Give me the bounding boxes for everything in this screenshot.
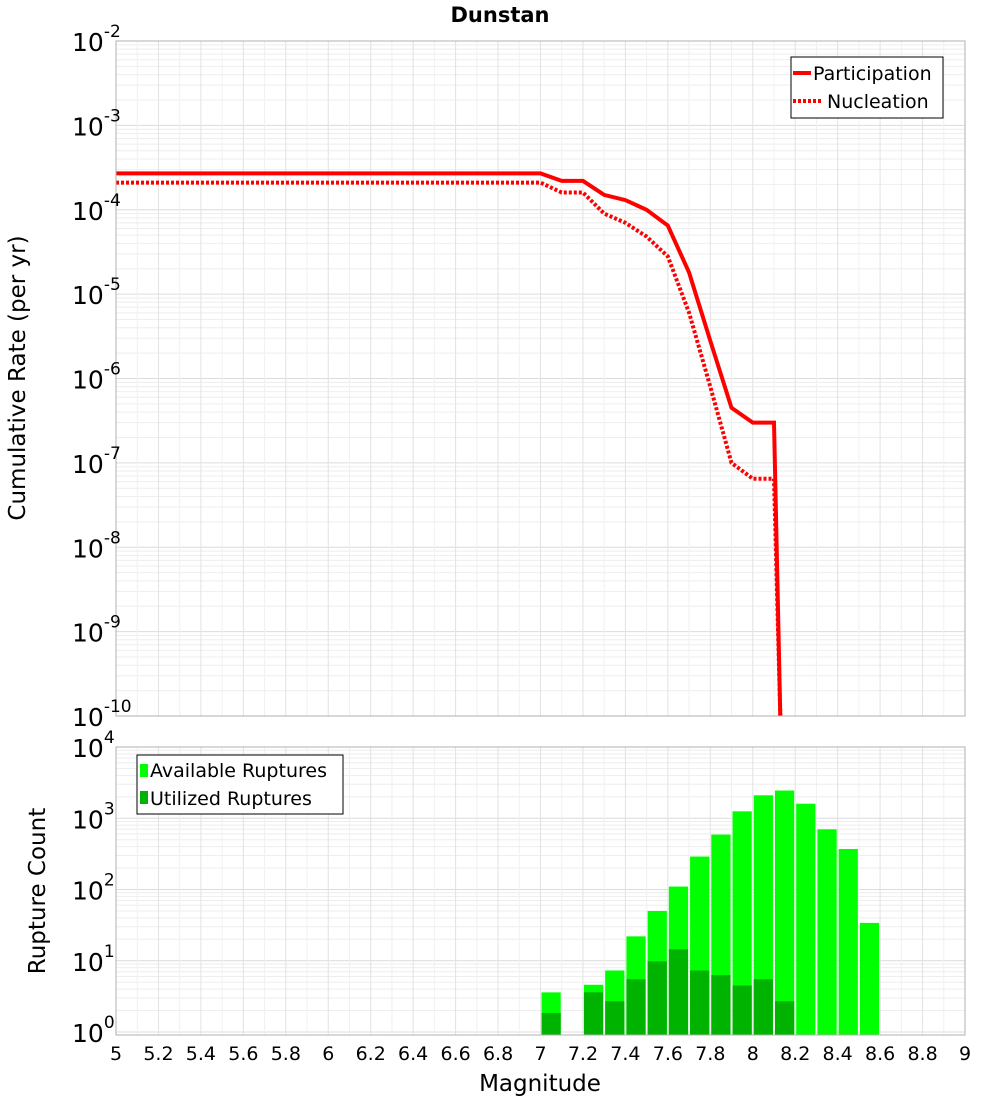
top-y-ticks: 10-10 10-9 10-8 10-7 10-6 10-5 10-4 10-3 10-2 — [72, 22, 132, 732]
x-tick-label: 7.2 — [568, 1043, 598, 1065]
legend-available-label: Available Ruptures — [150, 760, 327, 782]
x-tick-label: 7.6 — [653, 1043, 683, 1065]
chart-title: Dunstan — [451, 3, 550, 27]
x-tick-label: 6.2 — [356, 1043, 386, 1065]
x-axis-title: Magnitude — [479, 1071, 601, 1097]
legend-utilized-label: Utilized Ruptures — [150, 788, 312, 810]
x-ticks: 5 5.2 5.4 5.6 5.8 6 6.2 6.4 6.6 6.8 7 7.2 7.4 7.6 7.8 8… — [110, 1043, 971, 1065]
bar-utilized — [647, 961, 667, 1035]
bar-utilized — [774, 1001, 795, 1035]
bar-utilized — [541, 1012, 561, 1035]
bar-utilized — [711, 975, 731, 1035]
bar-available — [796, 803, 816, 1035]
bottom-y-tick-label: 104 — [72, 728, 115, 763]
legend-nucleation-label: Nucleation — [827, 91, 929, 113]
top-y-tick-label: 10-9 — [72, 613, 121, 648]
bar-utilized — [626, 979, 646, 1035]
legend-utilized-swatch — [140, 791, 148, 804]
top-y-axis-title: Cumulative Rate (per yr) — [5, 235, 31, 520]
x-tick-label: 5.2 — [143, 1043, 173, 1065]
legend-participation-label: Participation — [813, 63, 932, 85]
x-tick-label: 8.8 — [907, 1043, 937, 1065]
top-y-tick-label: 10-10 — [72, 697, 132, 732]
top-y-tick-label: 10-8 — [72, 528, 121, 563]
bar-available — [817, 829, 837, 1035]
x-tick-label: 7.4 — [610, 1043, 640, 1065]
bar-available — [859, 922, 880, 1035]
x-tick-label: 8.2 — [780, 1043, 810, 1065]
bottom-y-axis-title: Rupture Count — [25, 808, 51, 974]
bar-utilized — [690, 970, 710, 1035]
x-tick-label: 7.8 — [695, 1043, 725, 1065]
top-legend-box — [790, 56, 944, 119]
x-tick-label: 5.4 — [186, 1043, 216, 1065]
top-legend: Participation Nucleation — [790, 56, 944, 119]
bottom-plot-border — [115, 746, 966, 1036]
series-line-participation — [116, 171, 783, 717]
top-y-tick-label: 10-2 — [72, 22, 121, 57]
bottom-y-tick-label: 100 — [72, 1013, 115, 1048]
legend-available-swatch — [140, 764, 148, 777]
x-tick-label: 5.8 — [271, 1043, 301, 1065]
x-tick-label: 7 — [534, 1043, 546, 1065]
bottom-y-tick-label: 101 — [72, 942, 115, 977]
bar-available — [774, 790, 795, 1035]
bar-available — [753, 795, 773, 1035]
bottom-y-ticks: 100 101 102 103 104 — [72, 728, 115, 1048]
x-tick-label: 8.6 — [865, 1043, 895, 1065]
bottom-y-tick-label: 102 — [72, 871, 115, 906]
top-y-tick-label: 10-6 — [72, 360, 121, 395]
x-tick-label: 9 — [959, 1043, 971, 1065]
x-tick-label: 6.8 — [483, 1043, 513, 1065]
bottom-plot: 100 101 102 103 104 5 5.2 5.4 5.6 5.8 6 6.2 6.4 6.6 6… — [25, 728, 971, 1097]
bottom-series — [541, 790, 880, 1035]
series-line-nucleation — [116, 180, 783, 717]
bottom-legend-box — [136, 754, 344, 815]
top-grid — [115, 41, 966, 717]
bar-utilized — [583, 992, 604, 1035]
x-tick-label: 5.6 — [228, 1043, 258, 1065]
bar-utilized — [605, 1001, 625, 1035]
top-y-tick-label: 10-5 — [72, 275, 121, 310]
bar-utilized — [732, 985, 752, 1035]
bar-available — [732, 811, 752, 1035]
x-tick-label: 8.4 — [823, 1043, 853, 1065]
top-y-tick-label: 10-3 — [72, 106, 121, 141]
top-series — [116, 171, 783, 717]
x-tick-label: 6.4 — [398, 1043, 428, 1065]
bar-utilized — [753, 979, 773, 1035]
bottom-legend: Available Ruptures Utilized Ruptures — [136, 754, 344, 815]
x-tick-label: 6.6 — [440, 1043, 470, 1065]
x-tick-label: 8 — [747, 1043, 759, 1065]
bar-utilized — [668, 949, 689, 1035]
x-tick-label: 5 — [110, 1043, 122, 1065]
top-y-tick-label: 10-7 — [72, 444, 121, 479]
top-plot-border — [115, 40, 966, 717]
x-tick-label: 6 — [322, 1043, 334, 1065]
top-y-tick-label: 10-4 — [72, 191, 121, 226]
bar-available — [838, 849, 858, 1035]
bottom-y-tick-label: 103 — [72, 799, 115, 834]
top-plot: 10-10 10-9 10-8 10-7 10-6 10-5 10-4 10-3 10-2 Cu… — [5, 22, 966, 732]
